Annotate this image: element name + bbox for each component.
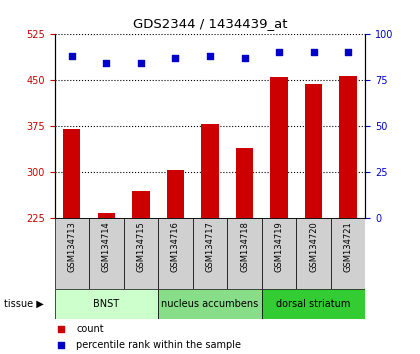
Text: GSM134718: GSM134718 [240,221,249,272]
Bar [339,76,357,218]
Text: tissue ▶: tissue ▶ [4,298,44,309]
Text: GSM134713: GSM134713 [67,221,76,272]
Point [207,53,213,58]
Bar [305,84,322,218]
Bar [227,218,262,289]
Bar [167,170,184,218]
Text: BNST: BNST [93,298,119,309]
Bar [63,129,81,218]
Text: count: count [76,324,104,333]
Text: GSM134714: GSM134714 [102,221,111,272]
Point [172,55,179,61]
Bar [98,213,115,218]
Text: dorsal striatum: dorsal striatum [276,298,351,309]
Text: percentile rank within the sample: percentile rank within the sample [76,340,241,350]
Bar [270,76,288,218]
Text: GSM134715: GSM134715 [136,221,145,272]
Text: GSM134716: GSM134716 [171,221,180,272]
Point [68,53,75,58]
Bar [331,218,365,289]
Bar [55,218,89,289]
Point [241,55,248,61]
Text: GSM134719: GSM134719 [275,221,284,272]
Bar [297,218,331,289]
Point [58,342,64,348]
Point [138,60,144,66]
Point [103,60,110,66]
Point [276,49,282,55]
Point [310,49,317,55]
Bar [158,289,262,319]
Bar [236,148,253,218]
Bar [89,218,123,289]
Bar [123,218,158,289]
Bar [193,218,227,289]
Text: nucleus accumbens: nucleus accumbens [161,298,259,309]
Bar [55,289,158,319]
Text: GSM134721: GSM134721 [344,221,353,272]
Point [345,49,352,55]
Bar [262,218,297,289]
Bar [158,218,193,289]
Bar [262,289,365,319]
Bar [132,191,150,218]
Text: GSM134717: GSM134717 [205,221,215,272]
Text: GDS2344 / 1434439_at: GDS2344 / 1434439_at [133,17,287,30]
Text: GSM134720: GSM134720 [309,221,318,272]
Point [58,326,64,331]
Bar [201,124,219,218]
